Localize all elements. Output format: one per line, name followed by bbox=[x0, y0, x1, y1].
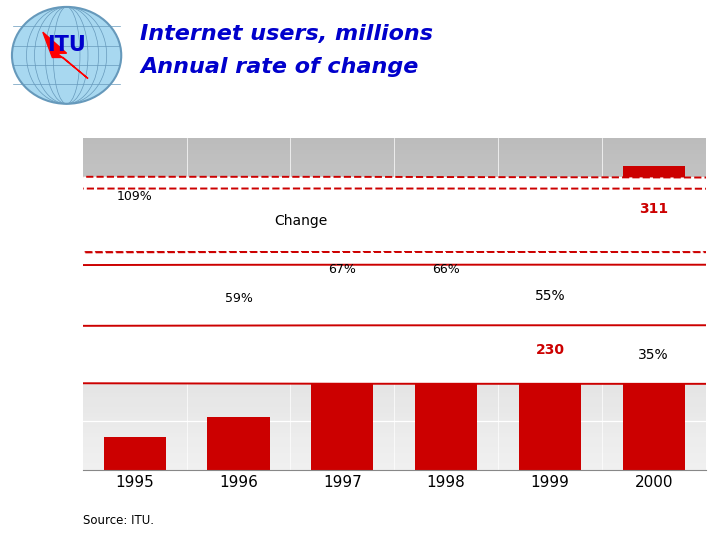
Text: 311: 311 bbox=[639, 202, 668, 216]
Text: Change: Change bbox=[274, 214, 328, 228]
Text: Source: ITU.: Source: ITU. bbox=[83, 514, 154, 526]
Text: 90: 90 bbox=[333, 412, 352, 426]
Bar bbox=[104, 436, 166, 470]
Text: 230: 230 bbox=[536, 343, 564, 357]
Text: 55%: 55% bbox=[534, 289, 565, 303]
Polygon shape bbox=[43, 32, 88, 78]
Circle shape bbox=[0, 252, 720, 287]
Text: 59%: 59% bbox=[225, 292, 253, 305]
Text: 35%: 35% bbox=[639, 348, 669, 362]
Circle shape bbox=[0, 265, 720, 327]
Circle shape bbox=[0, 188, 720, 253]
Bar bbox=[518, 245, 581, 470]
Text: 34: 34 bbox=[125, 439, 145, 453]
Text: ITU: ITU bbox=[48, 35, 86, 55]
Text: 67%: 67% bbox=[328, 263, 356, 276]
Bar bbox=[415, 324, 477, 470]
Circle shape bbox=[0, 325, 720, 384]
Bar bbox=[311, 382, 374, 470]
Circle shape bbox=[0, 252, 720, 287]
Text: 109%: 109% bbox=[117, 190, 153, 203]
Text: Internet users, millions: Internet users, millions bbox=[140, 24, 433, 44]
Text: 149: 149 bbox=[431, 382, 461, 396]
Bar bbox=[207, 417, 269, 470]
Text: 54: 54 bbox=[229, 429, 248, 443]
Text: 66%: 66% bbox=[432, 263, 460, 276]
Circle shape bbox=[0, 282, 720, 315]
Circle shape bbox=[12, 7, 121, 104]
Circle shape bbox=[0, 177, 720, 216]
Text: Annual rate of change: Annual rate of change bbox=[140, 57, 419, 77]
Bar bbox=[623, 166, 685, 470]
